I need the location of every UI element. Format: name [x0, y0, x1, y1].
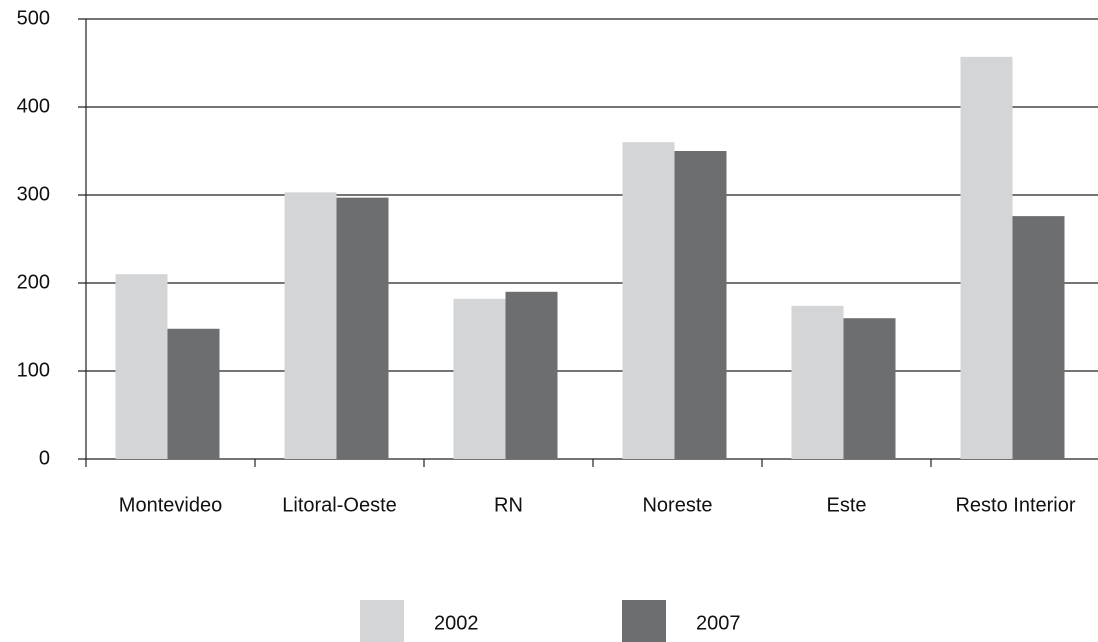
bar — [505, 291, 558, 459]
bar — [115, 274, 168, 459]
bar — [674, 151, 727, 459]
bar — [453, 298, 506, 459]
legend-swatch — [360, 600, 404, 642]
bar — [622, 142, 675, 459]
y-tick-label: 100 — [17, 359, 50, 381]
y-tick-label: 400 — [17, 95, 50, 117]
x-tick-label: Montevideo — [119, 494, 222, 516]
bar — [791, 305, 844, 459]
y-tick-label: 500 — [17, 7, 50, 29]
x-tick-label: Resto Interior — [955, 494, 1075, 516]
bar — [284, 192, 337, 460]
x-tick-label: RN — [494, 494, 523, 516]
bar — [167, 328, 220, 459]
x-tick-label: Este — [826, 494, 866, 516]
bar — [843, 318, 896, 459]
bar — [960, 56, 1013, 460]
legend-swatch — [622, 600, 666, 642]
y-tick-label: 200 — [17, 271, 50, 293]
bar — [1012, 216, 1065, 459]
y-tick-label: 0 — [39, 447, 50, 469]
x-tick-label: Litoral-Oeste — [282, 494, 397, 516]
y-tick-label: 300 — [17, 183, 50, 205]
x-tick-label: Noreste — [642, 494, 712, 516]
bar — [336, 197, 389, 459]
legend-label: 2002 — [434, 612, 479, 634]
legend-label: 2007 — [696, 612, 741, 634]
